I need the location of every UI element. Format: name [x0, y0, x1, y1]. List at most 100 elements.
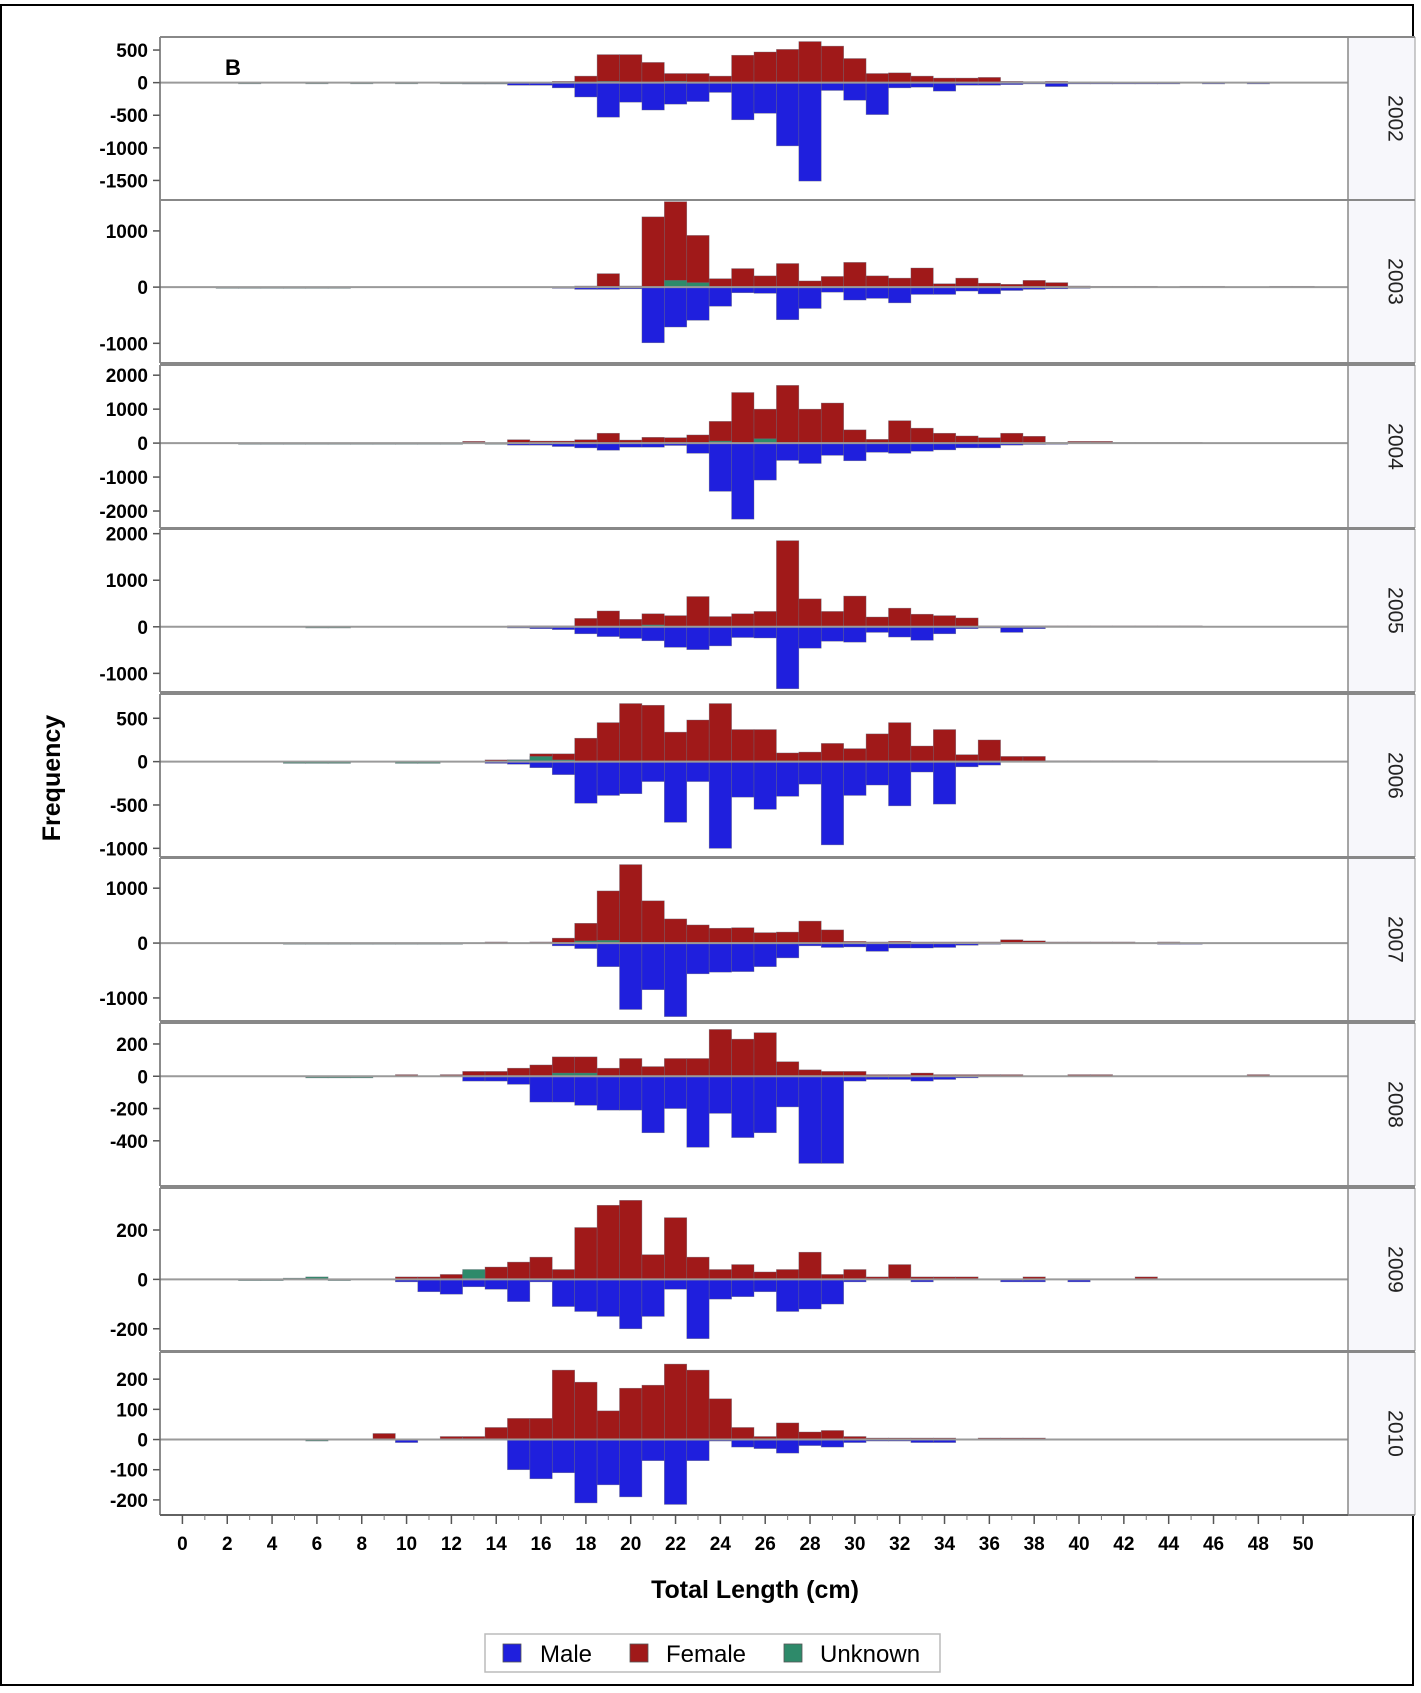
legend: Male Female Unknown	[484, 1633, 941, 1673]
female-bar	[686, 1369, 710, 1440]
male-bar	[820, 1439, 844, 1448]
y-tick-label: 1000	[106, 571, 148, 592]
year-strip	[1348, 1023, 1415, 1186]
male-bar	[933, 442, 957, 451]
female-bar	[776, 385, 800, 444]
female-bar	[731, 268, 755, 288]
male-bar	[843, 286, 867, 301]
female-bar	[753, 932, 777, 944]
panel-2007: 1000 0 -1000 2007	[99, 857, 1416, 1022]
male-bar	[596, 442, 620, 451]
legend-swatch-female	[629, 1643, 649, 1663]
female-bar	[798, 1251, 822, 1280]
male-bar	[641, 761, 665, 782]
male-bar	[686, 1279, 710, 1339]
female-bar	[574, 923, 598, 944]
male-bar	[776, 626, 800, 690]
female-bar	[776, 263, 800, 288]
y-tick-label: -200	[110, 1491, 148, 1512]
female-bar	[820, 402, 844, 444]
x-tick-label: 0	[177, 1534, 188, 1555]
female-bar	[910, 267, 934, 288]
female-bar	[664, 1217, 688, 1280]
male-bar	[574, 626, 598, 635]
female-bar	[596, 722, 620, 762]
male-bar	[708, 442, 732, 492]
x-tick-label: 10	[396, 1534, 417, 1555]
female-bar	[641, 1384, 665, 1440]
year-strip	[1348, 694, 1415, 857]
female-bar	[641, 900, 665, 944]
male-bar	[641, 942, 665, 991]
female-bar	[731, 613, 755, 628]
female-bar	[820, 45, 844, 83]
male-bar	[574, 82, 598, 98]
male-bar	[529, 1439, 553, 1480]
male-bar	[820, 82, 844, 91]
panel-tag: B	[225, 55, 241, 80]
y-tick-label: 2000	[106, 366, 148, 387]
male-bar	[776, 1439, 800, 1454]
male-bar	[888, 286, 912, 304]
male-bar	[977, 286, 1001, 295]
female-bar	[686, 596, 710, 628]
male-bar	[753, 761, 777, 810]
female-bar	[529, 1418, 553, 1440]
female-bar	[1000, 432, 1024, 444]
x-tick-label: 40	[1068, 1534, 1089, 1555]
male-bar	[574, 1075, 598, 1106]
legend-swatch-male	[502, 1643, 522, 1663]
female-bar	[686, 73, 710, 83]
y-tick-label: 0	[137, 434, 148, 455]
legend-label-female: Female	[666, 1641, 746, 1668]
y-axis-title: Frequency	[38, 715, 66, 842]
female-bar	[708, 1398, 732, 1440]
female-bar	[529, 1064, 553, 1077]
female-bar	[484, 1266, 508, 1280]
male-bar	[731, 442, 755, 520]
female-bar	[664, 201, 688, 288]
x-tick-label: 50	[1293, 1534, 1314, 1555]
male-bar	[731, 1279, 755, 1297]
female-bar	[708, 616, 732, 628]
female-bar	[955, 617, 979, 628]
female-bar	[910, 427, 934, 444]
male-bar	[641, 286, 665, 344]
female-bar	[484, 1427, 508, 1440]
male-bar	[731, 942, 755, 972]
y-tick-label: 0	[137, 1270, 148, 1291]
female-bar	[776, 540, 800, 628]
male-bar	[776, 82, 800, 147]
male-bar	[731, 626, 755, 638]
male-bar	[843, 82, 867, 101]
female-bar	[798, 41, 822, 83]
year-strip	[1348, 529, 1415, 692]
female-bar	[596, 1067, 620, 1077]
female-bar	[664, 918, 688, 944]
female-bar	[641, 1066, 665, 1077]
year-strip	[1348, 365, 1415, 528]
female-bar	[753, 611, 777, 628]
y-tick-label: 500	[116, 709, 148, 730]
x-axis-title: Total Length (cm)	[651, 1576, 859, 1604]
female-bar	[596, 1204, 620, 1280]
male-bar	[753, 942, 777, 967]
female-bar	[507, 1067, 531, 1077]
male-bar	[708, 82, 732, 93]
female-bar	[619, 864, 643, 944]
female-bar	[641, 216, 665, 288]
female-bar	[888, 277, 912, 288]
male-bar	[551, 1439, 575, 1474]
x-tick-label: 6	[312, 1534, 323, 1555]
female-bar	[596, 432, 620, 444]
female-bar	[888, 72, 912, 83]
x-tick-label: 48	[1248, 1534, 1269, 1555]
female-bar	[708, 703, 732, 762]
male-bar	[574, 1439, 598, 1504]
female-bar	[641, 1254, 665, 1280]
female-bar	[753, 51, 777, 83]
female-bar	[843, 262, 867, 288]
female-bar	[865, 275, 889, 288]
